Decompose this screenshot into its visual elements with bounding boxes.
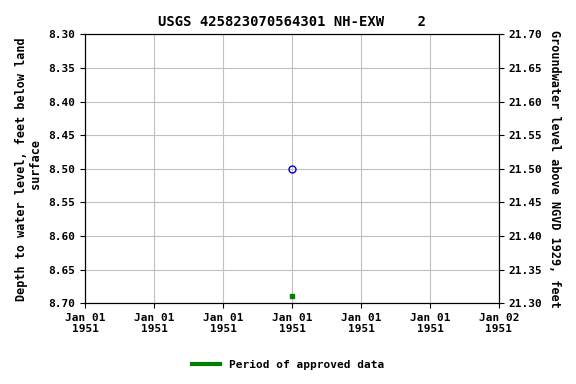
Y-axis label: Depth to water level, feet below land
 surface: Depth to water level, feet below land su…	[15, 37, 43, 301]
Legend: Period of approved data: Period of approved data	[188, 356, 388, 375]
Y-axis label: Groundwater level above NGVD 1929, feet: Groundwater level above NGVD 1929, feet	[548, 30, 561, 308]
Title: USGS 425823070564301 NH-EXW    2: USGS 425823070564301 NH-EXW 2	[158, 15, 426, 29]
